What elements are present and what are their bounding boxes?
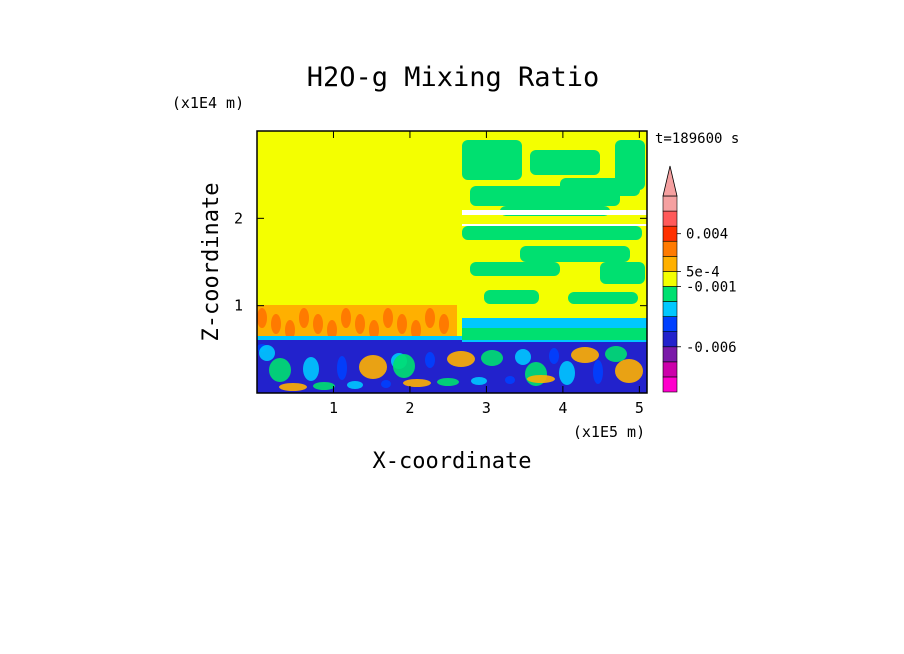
field-patch [285,320,295,340]
field-blob [447,351,475,367]
field-patch [520,246,630,262]
colorbar-segment [662,210,678,227]
colorbar-segment [662,316,678,332]
field-blob [279,383,307,391]
field-patch [462,226,642,240]
colorbar-segment [662,361,678,378]
field-patch [425,308,435,328]
colorbar-segment [662,271,678,287]
field-patch [470,262,560,276]
x-tick-label: 4 [558,399,567,417]
time-label: t=189600 s [655,131,739,147]
colorbar-segment [662,301,678,317]
field-patch [439,314,449,334]
plot-frame [256,130,648,394]
field-blob [481,350,503,366]
y-axis: 12 [234,209,647,315]
field-blob [359,355,387,379]
x-axis: 1 2 3 4 5 [329,131,644,417]
field-patch [484,290,539,304]
colorbar-tick-label: -0.006 [686,340,737,356]
y-tick-label: 2 [234,209,243,227]
field-blob [605,346,627,362]
field-blob [571,347,599,363]
field-blob [515,349,531,365]
field-patch [271,314,281,334]
x-tick-label: 5 [635,399,644,417]
colorbar-segment [662,240,678,257]
field-plot [257,131,647,393]
x-tick-label: 3 [482,399,491,417]
field-patch [383,308,393,328]
field-patch [600,262,645,284]
colorbar-segment [662,286,678,302]
field-blob [347,381,363,389]
field-blob [259,345,275,361]
colorbar-extend-arrow [662,165,678,197]
field-patch [615,140,645,190]
y-axis-label: Z-coordinate [199,183,224,342]
field-patch [355,314,365,334]
field-blob [549,348,559,364]
field-blob [527,375,555,383]
field-patch [568,292,638,304]
field-patch [411,320,421,340]
field-patch [341,308,351,328]
field-band [462,328,647,340]
colorbar-segment [662,376,678,393]
field-blob [505,376,515,384]
field-patch [462,140,522,180]
field-blob [403,379,431,387]
colorbar-segment [662,346,678,363]
field-blob [313,382,335,390]
colorbar: 0.004 5e-4-0.001 -0.006 [662,165,737,393]
field-patch [462,224,647,226]
field-patch [462,210,647,215]
colorbar-tick-label: -0.001 [686,279,737,295]
field-blob [393,354,415,378]
x-tick-label: 1 [329,399,338,417]
field-blob [615,359,643,383]
field-blob [593,360,603,384]
field-blob [559,361,575,385]
field-blob [437,378,459,386]
colorbar-tick-label: 0.004 [686,227,728,243]
colorbar-segment [662,195,678,212]
field-patch [369,320,379,340]
colorbar-segment [662,256,678,272]
y-unit-label: (x1E4 m) [172,94,244,112]
field-patch [299,308,309,328]
field-patch [530,150,600,175]
field-patch [257,308,267,328]
y-tick-label: 1 [234,297,243,315]
colorbar-tick-label: 5e-4 [686,264,720,280]
field-patch [313,314,323,334]
chart-title: H2O-g Mixing Ratio [307,62,600,93]
field-patch [327,320,337,340]
field-blob [269,358,291,382]
field-blob [425,352,435,368]
field-blob [381,380,391,388]
x-axis-label: X-coordinate [373,449,532,474]
x-tick-label: 2 [405,399,414,417]
field-blob [471,377,487,385]
x-unit-label: (x1E5 m) [573,423,645,441]
field-blob [303,357,319,381]
colorbar-segment [662,331,678,348]
colorbar-segment [662,225,678,242]
field-patch [397,314,407,334]
field-blob [337,356,347,380]
